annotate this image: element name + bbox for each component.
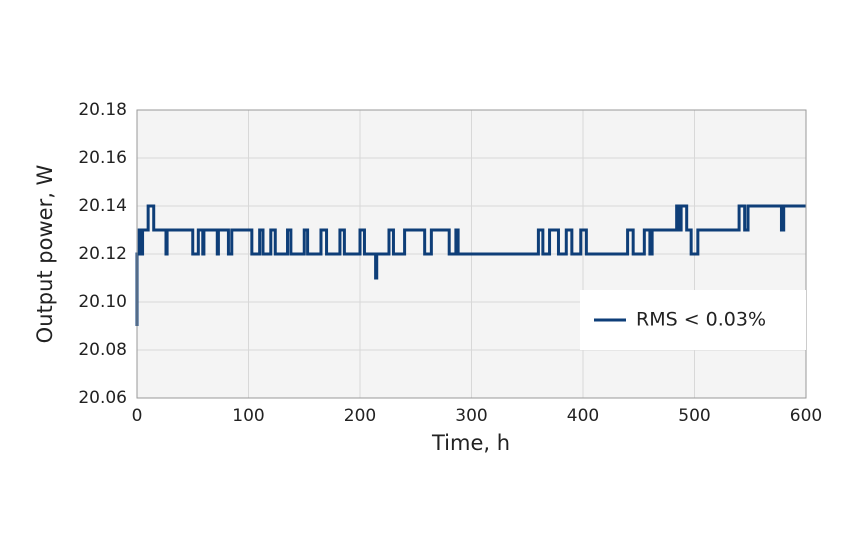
x-axis-label: Time, h <box>431 431 510 455</box>
y-tick-label: 20.14 <box>78 196 127 216</box>
y-tick-label: 20.10 <box>78 292 127 312</box>
x-tick-label: 400 <box>567 406 599 426</box>
x-tick-label: 100 <box>232 406 264 426</box>
x-tick-label: 300 <box>455 406 487 426</box>
line <box>135 204 806 326</box>
legend-label: RMS < 0.03% <box>636 309 766 331</box>
x-tick-label: 500 <box>678 406 710 426</box>
y-tick-label: 20.12 <box>78 244 127 264</box>
plot-frame <box>136 109 807 399</box>
x-tick-label: 0 <box>132 406 143 426</box>
x-tick-label: 600 <box>790 406 822 426</box>
y-tick-label: 20.08 <box>78 340 127 360</box>
x-tick-label: 200 <box>344 406 376 426</box>
y-axis-label: Output power, W <box>33 164 57 343</box>
y-tick-label: 20.18 <box>78 100 127 120</box>
y-tick-label: 20.06 <box>78 388 127 408</box>
y-tick-label: 20.16 <box>78 148 127 168</box>
